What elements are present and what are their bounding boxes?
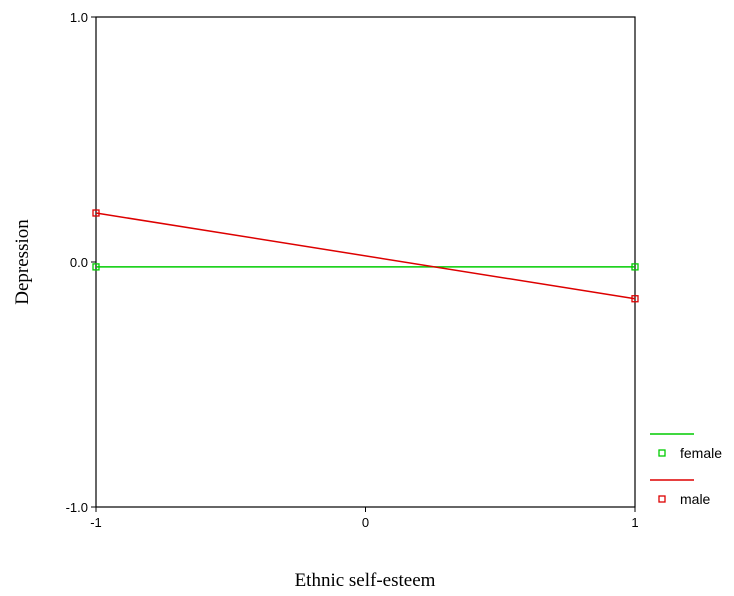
y-tick-label: 1.0 [70, 10, 88, 25]
x-axis-title: Ethnic self-esteem [295, 570, 436, 591]
y-tick-label: -1.0 [66, 500, 88, 515]
y-axis-title: Depression [12, 219, 33, 305]
data-point-female [631, 263, 639, 271]
legend-marker-male [658, 495, 666, 503]
legend: female male [650, 433, 722, 507]
x-tick-label: 1 [631, 515, 638, 530]
series-layer [92, 209, 639, 303]
data-point-male [92, 209, 100, 217]
x-tick-label: -1 [90, 515, 102, 530]
y-tick-label: 0.0 [70, 255, 88, 270]
legend-marker-female [658, 449, 666, 457]
series-line-male [95, 212, 636, 300]
data-point-male [631, 295, 639, 303]
data-point-female [92, 263, 100, 271]
axis-ticks: -1 0 1 1.0 0.0 -1.0 [66, 10, 639, 530]
legend-label-female: female [680, 445, 722, 461]
legend-label-male: male [680, 491, 711, 507]
plot-frame [95, 16, 636, 508]
x-tick-label: 0 [362, 515, 369, 530]
